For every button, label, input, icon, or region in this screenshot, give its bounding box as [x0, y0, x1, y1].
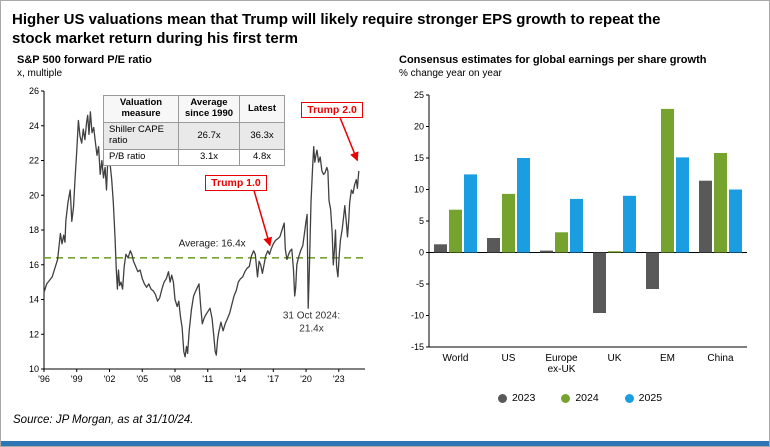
- valuation-table-cell: 3.1x: [178, 149, 240, 166]
- legend-dot: [624, 393, 634, 403]
- legend-item-2023: 2023: [497, 392, 536, 405]
- svg-text:14: 14: [29, 295, 39, 305]
- svg-text:10: 10: [29, 364, 39, 374]
- svg-text:Average: 16.4x: Average: 16.4x: [179, 239, 246, 250]
- valuation-table-header: Latest: [239, 95, 285, 124]
- svg-text:'96: '96: [38, 374, 50, 384]
- legend-item-2025: 2025: [624, 392, 663, 405]
- svg-text:-5: -5: [416, 279, 424, 289]
- svg-text:16: 16: [29, 260, 39, 270]
- legend-dot: [497, 393, 507, 403]
- svg-text:24: 24: [29, 121, 39, 131]
- svg-text:'20: '20: [300, 374, 312, 384]
- svg-text:US: US: [502, 353, 516, 364]
- legend-label: 2023: [511, 392, 536, 405]
- legend-label: 2024: [575, 392, 599, 405]
- svg-text:20: 20: [29, 191, 39, 201]
- valuation-table-row: P/B ratio 3.1x 4.8x: [103, 149, 285, 166]
- svg-text:-15: -15: [411, 342, 424, 352]
- legend-label: 2025: [638, 392, 663, 405]
- svg-text:10: 10: [414, 185, 424, 195]
- valuation-table: Valuation measure Average since 1990 Lates…: [103, 95, 285, 166]
- svg-text:ex-UK: ex-UK: [548, 364, 576, 375]
- eps-chart-title: Consensus estimates for global earnings …: [399, 54, 707, 67]
- svg-text:21.4x: 21.4x: [299, 324, 323, 335]
- legend-item-2024: 2024: [561, 392, 599, 405]
- svg-text:'02: '02: [104, 374, 116, 384]
- svg-text:'14: '14: [235, 374, 247, 384]
- pe-chart-subtitle: x, multiple: [17, 68, 63, 80]
- pe-chart-panel: S&P 500 forward P/E ratio x, multiple 10…: [1, 54, 393, 404]
- eps-chart-area: -15 -10 -5 0 5 10 15 20 25 World US Europe ex-UK UK EM…: [399, 83, 761, 388]
- trump-1-annotation: Trump 1.0: [205, 175, 267, 192]
- valuation-table-cell: 4.8x: [239, 149, 285, 166]
- svg-text:12: 12: [29, 330, 39, 340]
- svg-text:'99: '99: [71, 374, 83, 384]
- svg-text:'17: '17: [267, 374, 279, 384]
- pe-chart-area: 10 12 14 16 18 20 22 24 26 '96 '99 '02 '05 '08 '11 '14 '…: [17, 83, 393, 394]
- svg-text:5: 5: [419, 216, 424, 226]
- svg-text:Europe: Europe: [545, 353, 578, 364]
- svg-text:31 Oct 2024:: 31 Oct 2024:: [283, 311, 340, 322]
- valuation-table-cell: 26.7x: [178, 122, 240, 151]
- eps-chart-subtitle: % change year on year: [399, 68, 502, 80]
- svg-text:'23: '23: [333, 374, 345, 384]
- valuation-table-cell: 36.3x: [239, 122, 285, 151]
- page-title: Higher US valuations mean that Trump wil…: [1, 1, 769, 48]
- svg-text:-10: -10: [411, 311, 424, 321]
- svg-text:World: World: [443, 353, 469, 364]
- svg-text:EM: EM: [660, 353, 675, 364]
- eps-chart-panel: Consensus estimates for global earnings …: [393, 54, 761, 404]
- svg-text:'11: '11: [202, 374, 213, 384]
- bottom-accent-bar: [1, 441, 769, 446]
- svg-text:15: 15: [414, 153, 424, 163]
- valuation-table-header: Average since 1990: [178, 95, 240, 124]
- eps-legend: 2023 2024 2025: [399, 392, 761, 404]
- page-title-line2: stock market return during his first ter…: [12, 30, 298, 48]
- source-note: Source: JP Morgan, as at 31/10/24.: [13, 414, 194, 427]
- svg-text:'08: '08: [169, 374, 181, 384]
- svg-text:25: 25: [414, 90, 424, 100]
- valuation-table-cell: Shiller CAPE ratio: [103, 122, 179, 151]
- trump-2-annotation: Trump 2.0: [301, 102, 363, 119]
- legend-dot: [561, 393, 571, 403]
- svg-text:'05: '05: [136, 374, 148, 384]
- svg-text:0: 0: [419, 248, 424, 258]
- pe-chart-title: S&P 500 forward P/E ratio: [17, 54, 152, 67]
- charts-row: S&P 500 forward P/E ratio x, multiple 10…: [1, 54, 769, 404]
- valuation-table-cell: P/B ratio: [103, 149, 179, 166]
- page-title-line1: Higher US valuations mean that Trump wil…: [12, 11, 661, 28]
- svg-text:20: 20: [414, 122, 424, 132]
- svg-text:26: 26: [29, 86, 39, 96]
- pe-line-chart: 10 12 14 16 18 20 22 24 26 '96 '99 '02 '05 '08 '11 '14 '…: [29, 86, 365, 384]
- svg-text:18: 18: [29, 225, 39, 235]
- svg-text:UK: UK: [608, 353, 622, 364]
- valuation-table-header: Valuation measure: [103, 95, 179, 124]
- valuation-table-row: Shiller CAPE ratio 26.7x 36.3x: [103, 122, 285, 151]
- svg-text:22: 22: [29, 156, 39, 166]
- svg-text:China: China: [707, 353, 734, 364]
